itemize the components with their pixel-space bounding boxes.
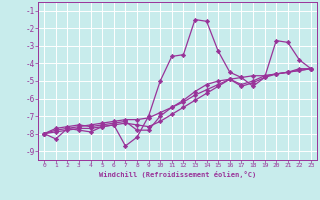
X-axis label: Windchill (Refroidissement éolien,°C): Windchill (Refroidissement éolien,°C)	[99, 171, 256, 178]
